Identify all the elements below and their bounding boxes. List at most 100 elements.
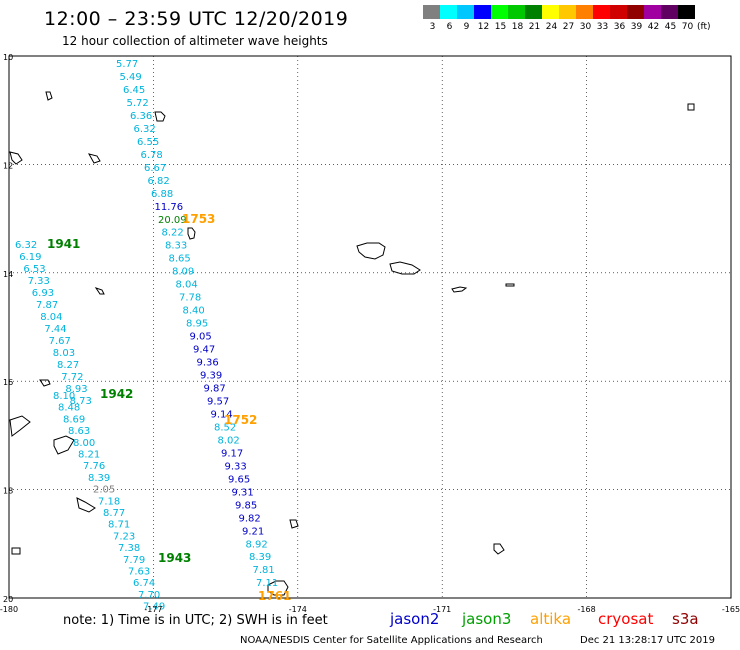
wave-height-value: 6.53 (23, 264, 45, 275)
wave-height-value: 7.81 (253, 565, 275, 576)
wave-height-value: 6.36 (130, 111, 152, 122)
island-small-3 (94, 287, 105, 295)
axis-labels: 10 12 14 16 18 20-180 -177 -174 -171 -168 -165 (0, 53, 740, 614)
island-small-2 (154, 111, 166, 122)
wave-height-value: 5.77 (116, 59, 138, 70)
wave-height-value: 7.44 (44, 324, 66, 335)
color-scale-unit: (ft) (697, 22, 711, 32)
wave-height-value: 9.33 (225, 461, 247, 472)
color-scale-swatch (542, 5, 559, 19)
wave-height-value: 6.74 (133, 578, 155, 589)
wave-height-value: 8.52 (214, 422, 236, 433)
island-small-11 (11, 547, 21, 555)
island-small-7 (493, 543, 505, 555)
latitude-label: 16 (3, 378, 13, 387)
wave-height-value: 8.03 (53, 348, 75, 359)
wave-height-value: 8.21 (78, 450, 100, 461)
island-small-9 (289, 519, 299, 529)
wave-height-value: 6.32 (134, 124, 156, 135)
color-scale-swatch (423, 5, 440, 19)
color-scale-swatch (508, 5, 525, 19)
wave-height-value: 9.85 (235, 500, 257, 511)
wave-height-value: 8.40 (183, 306, 205, 317)
map-frame (8, 55, 732, 599)
wave-height-value: 7.18 (98, 496, 120, 507)
wave-height-value: 9.47 (193, 345, 215, 356)
wave-height-value: 6.45 (123, 85, 145, 96)
color-scale-label: 27 (562, 22, 575, 32)
wave-height-value: 8.63 (68, 426, 90, 437)
wave-height-value: 8.10 (53, 391, 75, 402)
island-outlines (9, 91, 695, 596)
latitude-label: 12 (3, 161, 13, 170)
longitude-label: -177 (144, 605, 162, 614)
wave-height-value: 9.87 (204, 384, 226, 395)
wave-height-value: 9.82 (239, 513, 261, 524)
wave-height-value: 6.93 (32, 288, 54, 299)
color-scale-label: 21 (528, 22, 541, 32)
wave-height-value: 7.72 (61, 372, 83, 383)
color-scale-swatch (644, 5, 661, 19)
wave-height-value: 8.04 (176, 280, 198, 291)
wave-height-value: 2.05 (93, 485, 115, 496)
color-scale-swatch (593, 5, 610, 19)
wave-height-value: 8.77 (103, 508, 125, 519)
wave-height-value: 8.33 (165, 241, 187, 252)
mission-legend-jason3: jason3 (462, 610, 512, 628)
color-scale-swatch (559, 5, 576, 19)
color-scale-swatch (491, 5, 508, 19)
latitude-label: 18 (3, 487, 13, 496)
color-scale-label: 33 (596, 22, 609, 32)
pass-number-label: 1942 (100, 387, 133, 401)
wave-height-value: 9.65 (228, 474, 250, 485)
wave-height-value: 8.69 (63, 414, 85, 425)
mission-legend-cryosat: cryosat (598, 610, 654, 628)
wave-height-value: 5.72 (127, 98, 149, 109)
wave-height-value: 6.88 (151, 189, 173, 200)
wave-height-value: 8.39 (88, 473, 110, 484)
wave-height-value: 8.48 (58, 403, 80, 414)
wave-height-value: 6.32 (15, 240, 37, 251)
map-grid (9, 56, 731, 598)
wave-height-value: 7.87 (36, 300, 58, 311)
wave-height-value: 8.04 (40, 312, 62, 323)
island-small-5 (88, 153, 101, 164)
color-scale-bar (423, 5, 695, 19)
wave-height-value: 7.67 (49, 336, 71, 347)
color-scale-label: 39 (630, 22, 643, 32)
wave-height-value: 8.27 (57, 360, 79, 371)
color-scale-swatch (610, 5, 627, 19)
pass-number-label: 1752 (224, 413, 257, 427)
wave-height-value: 9.05 (190, 332, 212, 343)
color-scale-label: 24 (545, 22, 558, 32)
wave-height-value: 7.23 (113, 531, 135, 542)
mission-legend-s3a: s3a (672, 610, 699, 628)
island-small-6 (9, 151, 23, 165)
color-scale-label: 70 (681, 22, 694, 32)
longitude-label: -180 (0, 605, 18, 614)
wave-height-value: 8.39 (249, 552, 271, 563)
color-scale-swatch (440, 5, 457, 19)
wave-height-value: 8.73 (70, 396, 92, 407)
color-scale-label: 9 (463, 22, 470, 32)
wave-height-value: 8.93 (65, 384, 87, 395)
wave-height-value: 7.63 (128, 567, 150, 578)
wave-height-value: 6.82 (148, 176, 170, 187)
wave-height-value: 8.92 (246, 539, 268, 550)
wave-height-value: 7.78 (179, 293, 201, 304)
island-fiji-2 (53, 435, 75, 455)
wave-height-value: 7.49 (143, 602, 165, 613)
wave-height-value: 8.00 (73, 438, 95, 449)
wave-height-value: 7.70 (138, 590, 160, 601)
color-scale-label: 12 (477, 22, 490, 32)
wave-height-value: 7.79 (123, 555, 145, 566)
latitude-label: 14 (3, 270, 13, 279)
island-fiji-3 (39, 379, 51, 387)
longitude-label: -165 (722, 605, 740, 614)
wave-height-value: 9.14 (211, 409, 233, 420)
island-fiji-4 (76, 497, 96, 513)
latitude-label: 20 (3, 595, 13, 604)
map-title: 12:00 – 23:59 UTC 12/20/2019 (44, 8, 349, 30)
footer-note: note: 1) Time is in UTC; 2) SWH is in fe… (63, 613, 328, 628)
island-upolu (356, 242, 386, 260)
